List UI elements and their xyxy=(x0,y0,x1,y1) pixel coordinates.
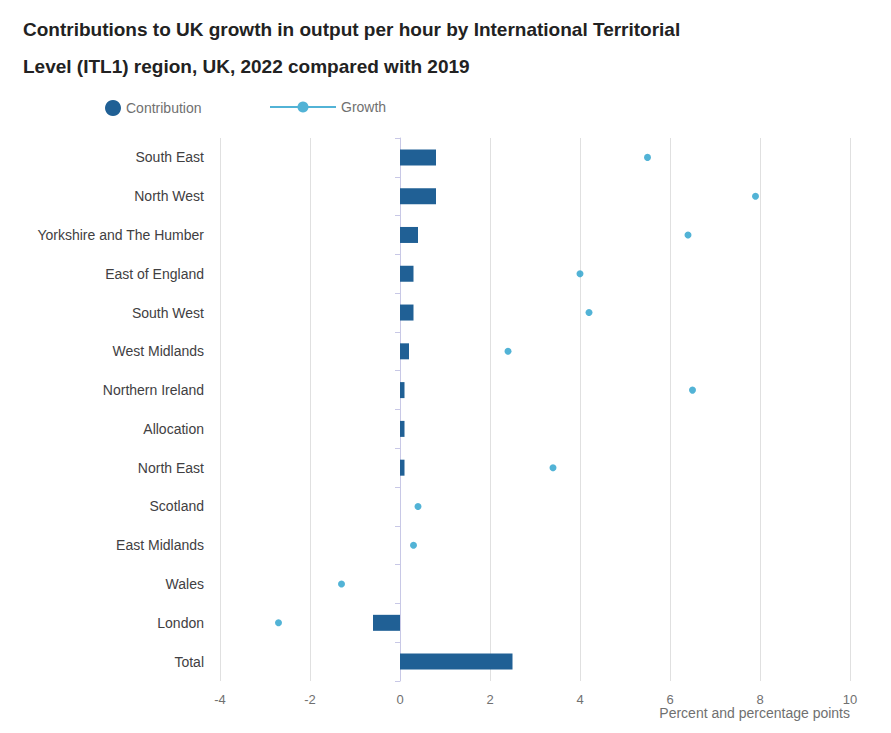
svg-text:4: 4 xyxy=(576,692,583,707)
svg-text:East of England: East of England xyxy=(105,266,204,282)
svg-text:North West: North West xyxy=(134,188,204,204)
svg-text:Contributions to UK growth in: Contributions to UK growth in output per… xyxy=(23,19,680,40)
svg-text:10: 10 xyxy=(843,692,857,707)
svg-text:West Midlands: West Midlands xyxy=(112,343,204,359)
svg-text:2: 2 xyxy=(486,692,493,707)
svg-text:North East: North East xyxy=(138,460,204,476)
svg-text:Yorkshire and The Humber: Yorkshire and The Humber xyxy=(37,227,204,243)
svg-text:London: London xyxy=(157,615,204,631)
svg-text:Northern Ireland: Northern Ireland xyxy=(103,382,204,398)
svg-text:Percent and percentage points: Percent and percentage points xyxy=(659,705,850,721)
svg-text:South West: South West xyxy=(132,305,204,321)
svg-text:Contribution: Contribution xyxy=(126,100,202,116)
svg-text:6: 6 xyxy=(666,692,673,707)
svg-text:East Midlands: East Midlands xyxy=(116,537,204,553)
svg-text:0: 0 xyxy=(396,692,403,707)
svg-text:-2: -2 xyxy=(304,692,316,707)
svg-text:-4: -4 xyxy=(214,692,226,707)
svg-text:Wales: Wales xyxy=(166,576,204,592)
svg-text:Total: Total xyxy=(174,654,204,670)
svg-text:8: 8 xyxy=(756,692,763,707)
svg-text:Allocation: Allocation xyxy=(143,421,204,437)
svg-text:Scotland: Scotland xyxy=(150,498,204,514)
svg-text:Growth: Growth xyxy=(341,99,386,115)
svg-text:Level (ITL1) region, UK, 2022: Level (ITL1) region, UK, 2022 compared w… xyxy=(23,56,470,77)
svg-text:South East: South East xyxy=(136,149,205,165)
